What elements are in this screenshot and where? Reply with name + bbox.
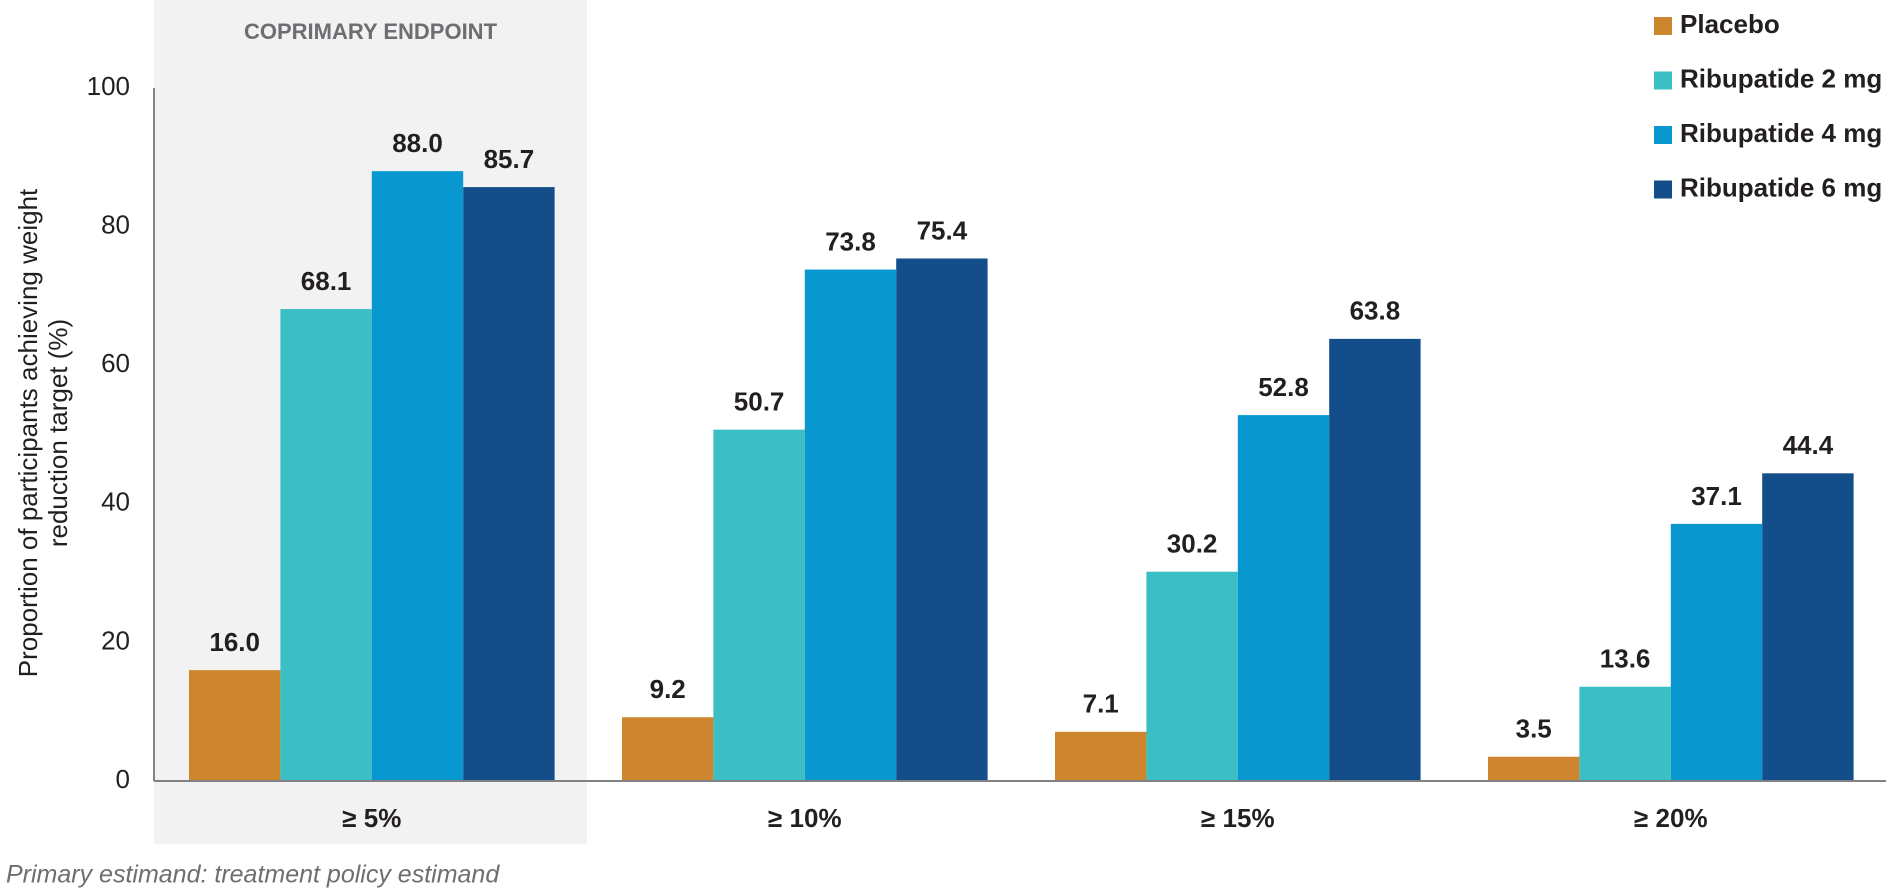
y-tick-label: 40 <box>101 487 130 517</box>
bar <box>1670 523 1763 781</box>
value-label: 30.2 <box>1167 529 1218 559</box>
bar <box>1146 571 1238 781</box>
value-label: 75.4 <box>917 215 968 245</box>
x-tick-label: ≥ 15% <box>1201 803 1275 833</box>
value-label: 44.4 <box>1783 430 1834 460</box>
legend-swatch <box>1654 180 1672 199</box>
x-tick-label: ≥ 20% <box>1634 803 1708 833</box>
value-label: 37.1 <box>1691 481 1742 511</box>
footnote: Primary estimand: treatment policy estim… <box>6 861 500 889</box>
value-label: 9.2 <box>650 674 686 704</box>
bar <box>1055 731 1147 781</box>
value-label: 7.1 <box>1083 689 1119 719</box>
value-label: 50.7 <box>734 387 785 417</box>
value-label: 52.8 <box>1258 372 1309 402</box>
bar <box>371 171 464 781</box>
bar <box>189 670 281 781</box>
legend-swatch <box>1654 71 1672 90</box>
y-tick-label: 20 <box>101 625 130 655</box>
bar <box>1579 686 1671 781</box>
value-label: 3.5 <box>1516 714 1552 744</box>
legend-label: Ribupatide 2 mg <box>1680 63 1882 93</box>
y-axis-label: reduction target (%) <box>43 319 73 547</box>
legend-swatch <box>1654 17 1672 35</box>
bar <box>280 309 372 781</box>
legend-swatch <box>1654 126 1672 144</box>
legend-label: Ribupatide 4 mg <box>1680 118 1882 148</box>
value-label: 13.6 <box>1600 644 1651 674</box>
value-label: 63.8 <box>1350 296 1401 326</box>
bar <box>896 258 988 781</box>
bar <box>1762 473 1854 781</box>
x-tick-label: ≥ 10% <box>768 803 842 833</box>
y-tick-label: 60 <box>101 348 130 378</box>
bar <box>804 269 897 781</box>
annotation: COPRIMARY ENDPOINT <box>244 19 498 44</box>
bar <box>1329 338 1421 781</box>
bar <box>1237 415 1330 781</box>
bar <box>622 717 714 781</box>
x-tick-label: ≥ 5% <box>342 803 401 833</box>
bar <box>713 429 805 781</box>
y-tick-label: 100 <box>87 71 130 101</box>
value-label: 73.8 <box>825 226 876 256</box>
y-axis-label: Proportion of participants achieving wei… <box>13 188 43 677</box>
value-label: 16.0 <box>209 627 260 657</box>
y-tick-label: 80 <box>101 209 130 239</box>
y-tick-label: 0 <box>116 764 130 794</box>
legend-label: Placebo <box>1680 9 1780 39</box>
value-label: 88.0 <box>392 128 443 158</box>
value-label: 68.1 <box>301 266 352 296</box>
bar <box>1488 756 1580 781</box>
bar <box>463 187 555 781</box>
legend-label: Ribupatide 6 mg <box>1680 172 1882 202</box>
value-label: 85.7 <box>484 144 535 174</box>
